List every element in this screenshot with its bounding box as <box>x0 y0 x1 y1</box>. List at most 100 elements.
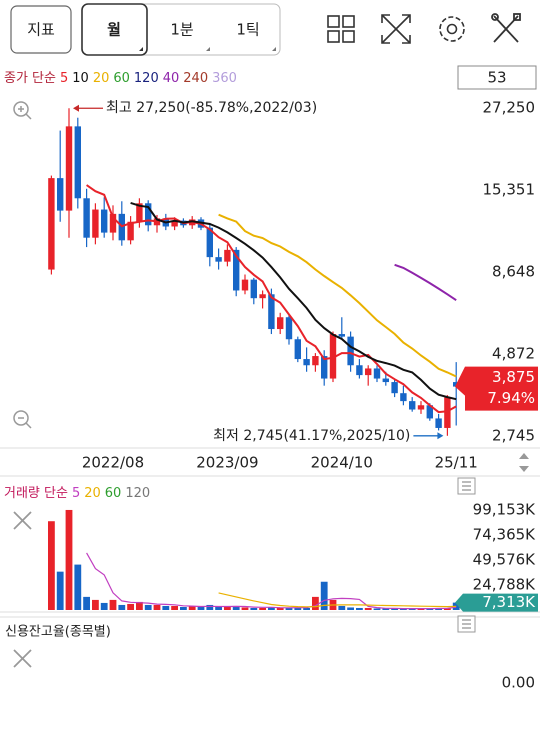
y-tick-label: 74,365K <box>473 525 536 543</box>
ma-line <box>86 184 457 414</box>
candle-body <box>48 178 55 270</box>
counter: 53 <box>487 69 506 87</box>
volume-bar <box>338 605 346 610</box>
volume-bar <box>224 606 231 610</box>
candle-body <box>382 378 389 383</box>
last-price: 3,875 <box>492 368 535 386</box>
month-button[interactable] <box>81 3 148 56</box>
volume-bar <box>197 606 205 610</box>
volume-bar <box>74 564 82 610</box>
candle-body <box>321 356 328 379</box>
close-icon[interactable] <box>13 649 32 668</box>
candle-body <box>373 368 381 379</box>
volume-bar <box>285 607 293 610</box>
x-tick-label: 2023/09 <box>196 454 258 472</box>
last-change: 7.94% <box>487 389 535 407</box>
legend: 종가 단순 5 10 20 60 120 40 240 360 <box>4 71 237 86</box>
candle-body <box>145 203 152 226</box>
volume-bar <box>83 596 90 610</box>
candle-body <box>171 220 178 227</box>
volume-bar <box>100 602 108 610</box>
indicator-button[interactable] <box>10 5 72 54</box>
volume-bar <box>364 607 372 610</box>
close-icon[interactable] <box>13 511 32 530</box>
scroll-arrows[interactable] <box>519 453 529 472</box>
ma-line <box>86 552 457 610</box>
y-tick-label: 4,872 <box>492 344 535 362</box>
arrow-head <box>73 104 79 112</box>
x-tick-label: 2022/08 <box>82 454 144 472</box>
corner-mark <box>206 47 210 51</box>
x-tick-label: 2024/10 <box>311 454 373 472</box>
corner-mark <box>272 47 276 51</box>
legend-label: 종가 단순 <box>4 71 56 86</box>
high-annotation: 최고 27,250(-85.78%,2022/03) <box>106 100 317 116</box>
candle-body <box>241 279 249 291</box>
volume-bar <box>65 509 73 610</box>
volume-bar <box>382 608 390 610</box>
zoom-in-icon[interactable] <box>13 101 32 120</box>
tools-icon[interactable] <box>491 13 521 43</box>
zoom-out-icon[interactable] <box>13 410 32 429</box>
volume-bar <box>162 605 170 610</box>
volume-bar <box>391 608 398 610</box>
candle-body <box>426 405 433 419</box>
volume-bar <box>312 596 319 610</box>
candle-body <box>65 126 73 211</box>
y-tick-label: 27,250 <box>483 99 536 117</box>
legend-entry: 60 <box>113 71 130 86</box>
last-volume: 7,313K <box>482 593 536 611</box>
volume-bar <box>232 605 240 610</box>
candle-body <box>268 294 275 330</box>
menu-icon[interactable] <box>457 477 476 495</box>
volume-bar <box>215 606 222 610</box>
candle-body <box>206 227 213 258</box>
y-tick-label: 24,788K <box>473 575 536 593</box>
candle-body <box>127 221 134 241</box>
volume-bar <box>417 608 425 610</box>
volume-bar <box>144 604 152 610</box>
candle-body <box>250 279 257 299</box>
candle-body <box>285 317 293 340</box>
volume-bar <box>276 607 284 610</box>
legend-entry: 240 <box>183 71 208 86</box>
arrow-head <box>437 432 444 440</box>
panel-title: 신용잔고율(종목별) <box>5 625 111 640</box>
layout-icon[interactable] <box>327 15 355 43</box>
volume-bar <box>294 607 302 610</box>
volume-bar <box>408 608 416 610</box>
candle-body <box>409 401 416 410</box>
legend-entry: 60 <box>105 486 122 501</box>
ma-line <box>218 592 457 608</box>
candle-body <box>259 294 266 299</box>
ma-line <box>218 213 457 378</box>
tick-button[interactable]: 1틱 <box>236 21 259 39</box>
candle-body <box>57 178 64 211</box>
volume-bar <box>259 607 266 610</box>
ma-line <box>130 201 457 401</box>
candle-body <box>329 334 337 379</box>
candle-body <box>224 249 231 262</box>
settings-icon[interactable] <box>439 16 465 42</box>
last-volume-box <box>455 593 538 612</box>
legend: 거래량 단순 5 20 60 120 <box>4 486 150 501</box>
candle-body <box>303 359 310 366</box>
fullscreen-icon[interactable] <box>381 14 411 44</box>
menu-icon[interactable] <box>457 615 476 633</box>
minute-button[interactable]: 1분 <box>170 21 194 39</box>
volume-bar <box>268 606 275 610</box>
candle-body <box>215 257 222 262</box>
candle-body <box>444 397 451 428</box>
candle-body <box>101 209 108 233</box>
volume-bar <box>171 605 178 610</box>
volume-bar <box>435 608 442 610</box>
legend-entry: 120 <box>125 486 150 501</box>
candle-body <box>365 368 372 376</box>
volume-bar <box>48 521 55 610</box>
y-tick-label: 15,351 <box>483 181 536 199</box>
candle-body <box>391 382 398 394</box>
volume-bar <box>400 608 407 610</box>
volume-bar <box>303 607 310 610</box>
candle-body <box>338 334 345 337</box>
volume-bar <box>206 604 214 610</box>
